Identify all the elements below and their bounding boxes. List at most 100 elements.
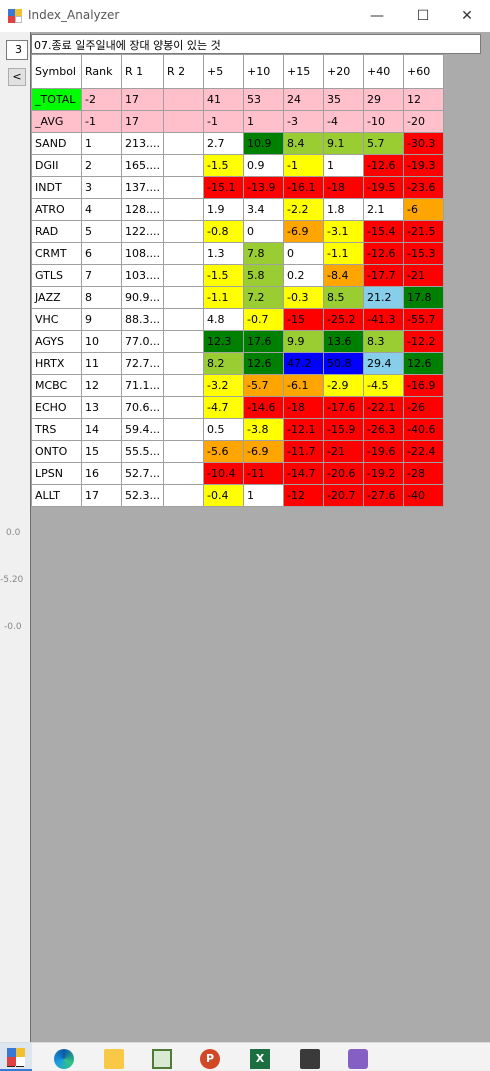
visual-studio-icon[interactable] <box>348 1049 368 1069</box>
return-cell[interactable]: -40 <box>402 484 444 507</box>
return-cell[interactable]: -2.9 <box>322 374 364 397</box>
r1-cell[interactable]: 72.7... <box>121 352 164 375</box>
r2-cell[interactable] <box>162 374 204 397</box>
return-cell[interactable]: -1 <box>202 110 244 133</box>
rank-cell[interactable]: 16 <box>81 462 122 485</box>
return-cell[interactable]: 12.6 <box>242 352 284 375</box>
r1-cell[interactable]: 52.3... <box>121 484 164 507</box>
rank-cell[interactable]: 15 <box>81 440 122 463</box>
calculator-icon[interactable] <box>300 1049 320 1069</box>
return-cell[interactable]: -30.3 <box>402 132 444 155</box>
return-cell[interactable]: 1 <box>242 110 284 133</box>
return-cell[interactable]: -3 <box>282 110 324 133</box>
return-cell[interactable]: 12 <box>402 88 444 111</box>
r1-cell[interactable]: 90.9... <box>121 286 164 309</box>
r2-cell[interactable] <box>162 154 204 177</box>
return-cell[interactable]: -12.6 <box>362 154 404 177</box>
r1-cell[interactable]: 55.5... <box>121 440 164 463</box>
table-row[interactable]: MCBC 12 71.1... -3.2 -5.7 -6.1 -2.9 -4.5 -16.9 <box>31 374 444 397</box>
r1-cell[interactable]: 128.... <box>121 198 164 221</box>
return-cell[interactable]: -1.1 <box>322 242 364 265</box>
return-cell[interactable]: -22.4 <box>402 440 444 463</box>
symbol-cell[interactable]: LPSN <box>31 462 82 485</box>
return-cell[interactable]: -15.1 <box>202 176 244 199</box>
return-cell[interactable]: -8.4 <box>322 264 364 287</box>
symbol-cell[interactable]: _AVG <box>31 110 82 133</box>
col-header-plus15[interactable]: +15 <box>282 54 324 89</box>
r1-cell[interactable]: 122.... <box>121 220 164 243</box>
return-cell[interactable]: 50.8 <box>322 352 364 375</box>
powerpoint-icon[interactable]: P <box>200 1049 220 1069</box>
return-cell[interactable]: -23.6 <box>402 176 444 199</box>
col-header-plus40[interactable]: +40 <box>362 54 404 89</box>
symbol-cell[interactable]: JAZZ <box>31 286 82 309</box>
rank-cell[interactable]: 10 <box>81 330 122 353</box>
r2-cell[interactable] <box>162 396 204 419</box>
return-cell[interactable]: 17.8 <box>402 286 444 309</box>
return-cell[interactable]: -3.1 <box>322 220 364 243</box>
rank-cell[interactable]: 11 <box>81 352 122 375</box>
r1-cell[interactable]: 103.... <box>121 264 164 287</box>
return-cell[interactable]: -21.5 <box>402 220 444 243</box>
col-header-symbol[interactable]: Symbol <box>31 54 82 89</box>
return-cell[interactable]: -4.5 <box>362 374 404 397</box>
return-cell[interactable]: -4.7 <box>202 396 244 419</box>
r2-cell[interactable] <box>162 198 204 221</box>
table-row[interactable]: ECHO 13 70.6... -4.7 -14.6 -18 -17.6 -22.1 -26 <box>31 396 444 419</box>
filter-description[interactable]: 07.종료 일주일내에 장대 양봉이 있는 것 <box>31 34 481 54</box>
return-cell[interactable]: -0.8 <box>202 220 244 243</box>
return-cell[interactable]: 2.1 <box>362 198 404 221</box>
return-cell[interactable]: 0.5 <box>202 418 244 441</box>
return-cell[interactable]: -20.6 <box>322 462 364 485</box>
r1-cell[interactable]: 70.6... <box>121 396 164 419</box>
return-cell[interactable]: -6.9 <box>282 220 324 243</box>
symbol-cell[interactable]: HRTX <box>31 352 82 375</box>
r1-cell[interactable]: 52.7... <box>121 462 164 485</box>
selector-combo[interactable]: 3 <box>6 40 28 60</box>
r1-cell[interactable]: 71.1... <box>121 374 164 397</box>
return-cell[interactable]: 7.2 <box>242 286 284 309</box>
r2-cell[interactable] <box>162 110 204 133</box>
table-row[interactable]: TRS 14 59.4... 0.5 -3.8 -12.1 -15.9 -26.3 -40.6 <box>31 418 444 441</box>
return-cell[interactable]: -12.2 <box>402 330 444 353</box>
return-cell[interactable]: 12.6 <box>402 352 444 375</box>
symbol-cell[interactable]: INDT <box>31 176 82 199</box>
table-row[interactable]: RAD 5 122.... -0.8 0 -6.9 -3.1 -15.4 -21.5 <box>31 220 444 243</box>
return-cell[interactable]: -0.3 <box>282 286 324 309</box>
r1-cell[interactable]: 59.4... <box>121 418 164 441</box>
return-cell[interactable]: -6 <box>402 198 444 221</box>
minimize-button[interactable]: — <box>370 8 384 24</box>
r2-cell[interactable] <box>162 330 204 353</box>
return-cell[interactable]: -1.5 <box>202 264 244 287</box>
r1-cell[interactable]: 137.... <box>121 176 164 199</box>
return-cell[interactable]: -26.3 <box>362 418 404 441</box>
col-header-plus20[interactable]: +20 <box>322 54 364 89</box>
r2-cell[interactable] <box>162 462 204 485</box>
return-cell[interactable]: 8.2 <box>202 352 244 375</box>
return-cell[interactable]: 4.8 <box>202 308 244 331</box>
return-cell[interactable]: -1.1 <box>202 286 244 309</box>
rank-cell[interactable]: 3 <box>81 176 122 199</box>
return-cell[interactable]: 2.7 <box>202 132 244 155</box>
summary-row-total[interactable]: _TOTAL -2 17 41 53 24 35 29 12 <box>31 88 444 111</box>
return-cell[interactable]: -15.4 <box>362 220 404 243</box>
return-cell[interactable]: -6.9 <box>242 440 284 463</box>
return-cell[interactable]: -17.6 <box>322 396 364 419</box>
rank-cell[interactable]: 7 <box>81 264 122 287</box>
r1-cell[interactable]: 77.0... <box>121 330 164 353</box>
table-row[interactable]: AGYS 10 77.0... 12.3 17.6 9.9 13.6 8.3 -12.2 <box>31 330 444 353</box>
close-button[interactable]: ✕ <box>461 8 473 24</box>
return-cell[interactable]: 53 <box>242 88 284 111</box>
symbol-cell[interactable]: SAND <box>31 132 82 155</box>
rank-cell[interactable]: 17 <box>81 484 122 507</box>
r2-cell[interactable] <box>162 308 204 331</box>
r2-cell[interactable] <box>162 132 204 155</box>
rank-cell[interactable]: 9 <box>81 308 122 331</box>
return-cell[interactable]: 10.9 <box>242 132 284 155</box>
rank-cell[interactable]: 8 <box>81 286 122 309</box>
return-cell[interactable]: 1.8 <box>322 198 364 221</box>
table-row[interactable]: DGII 2 165.... -1.5 0.9 -1 1 -12.6 -19.3 <box>31 154 444 177</box>
rank-cell[interactable]: 1 <box>81 132 122 155</box>
symbol-cell[interactable]: ALLT <box>31 484 82 507</box>
maximize-button[interactable]: ☐ <box>416 8 430 24</box>
